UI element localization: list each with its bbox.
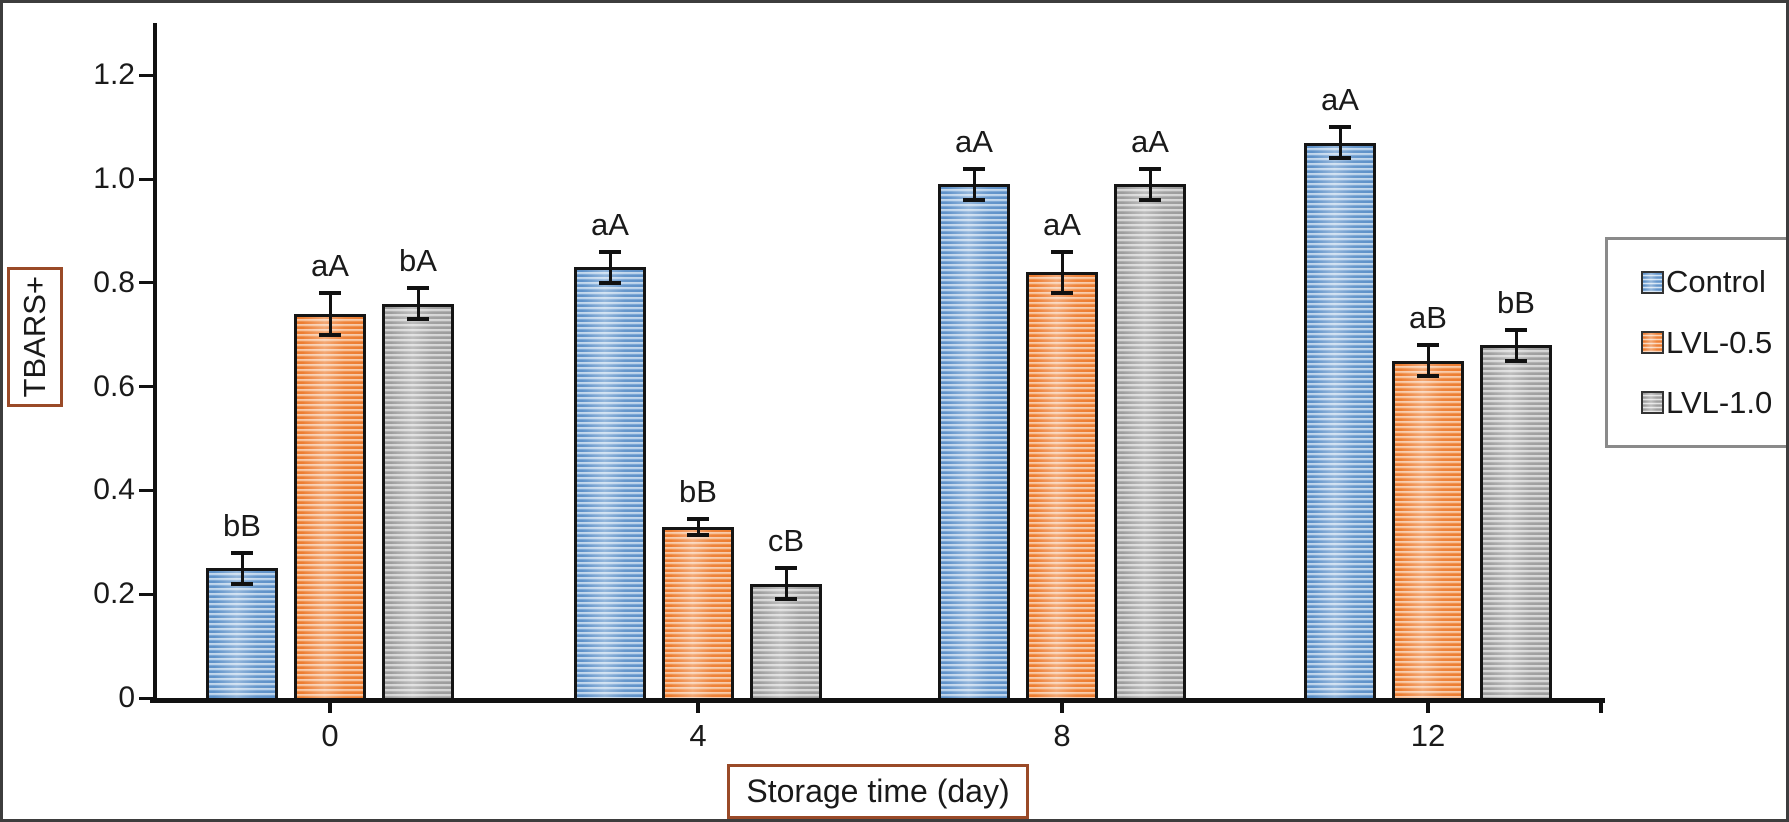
bar-lvl-0.5-day4 — [662, 526, 734, 698]
bar-lvl-0.5-day12 — [1392, 360, 1464, 698]
error-bar — [1338, 127, 1342, 159]
error-bar — [1426, 345, 1430, 377]
y-tick-label: 0.6 — [93, 369, 135, 403]
bar-control-day0 — [206, 568, 278, 698]
error-bar-cap-bottom — [687, 532, 709, 537]
bar-lvl-0.5-day8 — [1026, 272, 1098, 698]
y-tick — [139, 73, 153, 77]
bar-annotation: cB — [767, 523, 805, 559]
error-bar-cap-top — [1417, 343, 1439, 348]
error-bar — [696, 518, 700, 535]
error-bar-cap-top — [1139, 166, 1161, 171]
x-axis-title: Storage time (day) — [746, 773, 1010, 809]
bar-lvl-1.0-day8 — [1114, 184, 1186, 698]
legend-item-lvl-1.0: LVL-1.0 — [1641, 384, 1786, 421]
error-bar — [1514, 329, 1518, 361]
x-tick — [1060, 702, 1064, 713]
x-tick-label: 8 — [1053, 718, 1071, 753]
error-bar-cap-top — [687, 516, 709, 521]
bar-annotation: bB — [223, 507, 261, 543]
error-bar-cap-bottom — [1417, 374, 1439, 379]
error-bar-cap-top — [1051, 249, 1073, 254]
y-tick-label: 1.0 — [93, 162, 135, 195]
legend-swatch-icon — [1641, 331, 1664, 354]
x-tick — [328, 702, 332, 713]
error-bar — [784, 568, 788, 600]
error-bar-cap-bottom — [407, 317, 429, 322]
y-tick — [139, 488, 153, 492]
error-bar-cap-top — [1329, 125, 1351, 130]
bar-lvl-0.5-day0 — [294, 313, 366, 698]
error-bar-cap-top — [963, 166, 985, 171]
error-bar — [972, 168, 976, 200]
x-axis-end-tick — [1599, 702, 1603, 713]
x-tick — [696, 702, 700, 713]
bar-annotation: aA — [1131, 123, 1169, 159]
x-tick — [1426, 702, 1430, 713]
x-tick-label: 12 — [1410, 718, 1446, 753]
error-bar — [416, 287, 420, 320]
y-tick-label: 0.4 — [93, 473, 135, 507]
error-bar-cap-bottom — [1051, 291, 1073, 296]
legend-swatch-icon — [1641, 270, 1664, 294]
legend-swatch-icon — [1641, 391, 1664, 415]
bar-annotation: aA — [311, 248, 349, 284]
error-bar — [608, 251, 612, 283]
error-bar — [1148, 168, 1152, 200]
y-tick — [139, 592, 153, 596]
legend-item-lvl-0.5: LVL-0.5 — [1641, 324, 1786, 361]
error-bar-cap-top — [1505, 327, 1527, 332]
bar-annotation: aA — [955, 123, 993, 159]
bar-control-day8 — [938, 184, 1010, 698]
y-axis-line — [153, 23, 157, 702]
error-bar-cap-bottom — [775, 597, 797, 602]
bar-control-day12 — [1304, 142, 1376, 698]
error-bar — [240, 552, 244, 584]
bar-lvl-1.0-day12 — [1480, 345, 1552, 698]
y-axis-title-box: TBARS+ — [7, 267, 63, 407]
x-tick-label: 0 — [321, 718, 339, 753]
y-tick-label: 0 — [118, 681, 135, 714]
y-tick — [139, 281, 153, 285]
error-bar-cap-top — [775, 566, 797, 571]
error-bar-cap-bottom — [319, 332, 341, 337]
error-bar-cap-bottom — [963, 197, 985, 202]
x-axis-line — [150, 698, 1605, 703]
bar-annotation: bB — [1497, 284, 1535, 320]
legend: Control LVL-0.5 LVL-1.0 — [1605, 237, 1786, 448]
legend-label: LVL-0.5 — [1666, 324, 1773, 360]
error-bar-cap-top — [319, 291, 341, 296]
error-bar-cap-top — [599, 249, 621, 254]
y-tick-label: 0.8 — [93, 265, 135, 299]
y-tick-label: 1.2 — [93, 58, 135, 92]
bar-annotation: aA — [1321, 82, 1359, 118]
error-bar-cap-bottom — [1139, 197, 1161, 202]
legend-item-control: Control — [1641, 264, 1786, 300]
y-tick — [139, 385, 153, 389]
error-bar-cap-top — [407, 285, 429, 290]
error-bar-cap-bottom — [1505, 358, 1527, 363]
y-tick-label: 0.2 — [93, 577, 135, 611]
legend-label: Control — [1666, 264, 1766, 300]
y-tick — [139, 696, 153, 700]
y-tick — [139, 177, 153, 181]
error-bar-cap-top — [231, 550, 253, 555]
x-tick-label: 4 — [689, 718, 707, 753]
x-axis-title-box: Storage time (day) — [727, 764, 1029, 819]
error-bar — [328, 293, 332, 335]
legend-label: LVL-1.0 — [1666, 384, 1773, 420]
error-bar — [1060, 251, 1064, 294]
bar-control-day4 — [574, 267, 646, 698]
bar-annotation: aB — [1409, 300, 1447, 336]
error-bar-cap-bottom — [231, 581, 253, 586]
bar-annotation: bB — [679, 473, 717, 509]
bar-annotation: aA — [1043, 206, 1081, 242]
error-bar-cap-bottom — [1329, 156, 1351, 161]
bar-annotation: aA — [591, 206, 629, 242]
bar-annotation: bA — [399, 242, 437, 278]
bar-lvl-1.0-day0 — [382, 303, 454, 698]
error-bar-cap-bottom — [599, 280, 621, 285]
